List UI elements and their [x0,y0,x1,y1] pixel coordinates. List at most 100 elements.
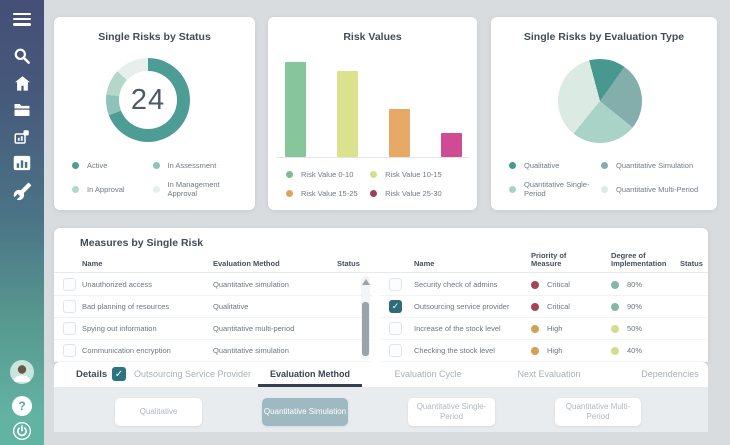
table-row[interactable]: Communication encryption Quantitative sim… [54,340,372,362]
button-quantitative-simulation[interactable]: Quantitative Simulation [262,398,348,426]
legend-item-risk-value-10-15: Risk Value 10-15 [370,170,469,179]
table-row[interactable]: Bad planning of resources Qualitative [54,296,372,318]
legend-label: Quantitative Single-Period [524,180,590,198]
measures-title: Measures by Single Risk [80,237,204,249]
row-checkbox[interactable] [63,344,76,357]
row-checkbox[interactable] [389,322,402,335]
legend-dot [509,185,516,193]
priority-cell: High [524,346,604,355]
details-checkbox[interactable]: ✓ [112,367,126,381]
measure-name: Security check of admins [414,280,498,289]
measures-panel: Measures by Single Risk Name Evaluation M… [54,228,708,362]
risk-values-bar-chart [276,57,469,158]
legend-dot [152,185,160,193]
status-dot [611,346,619,355]
tab-evaluation-method[interactable]: Evaluation Method [257,362,363,387]
risk-values-legend: Risk Value 0-10 Risk Value 10-15 Risk Valu… [286,170,469,198]
total-risks-count: 24 [130,83,166,116]
legend-dot [286,171,293,178]
status-cell [680,276,708,294]
scroll-up-icon[interactable] [361,279,370,285]
legend-label: Risk Value 25-30 [385,189,442,198]
card-single-risks-by-status: Single Risks by Status 24 Active In Asses… [54,17,255,210]
home-icon[interactable] [0,74,44,93]
table-row[interactable]: Unauthorized access Quantitative simulati… [54,274,372,296]
avatar[interactable] [0,360,44,384]
measure-name: Increase of the stock level [414,324,501,333]
legend-item-in-assessment: In Assessment [152,161,248,170]
checkbox-cell [54,278,82,291]
evaluation-type-pie-chart [558,59,642,143]
tab-next-evaluation[interactable]: Next Evaluation [517,369,581,379]
degree-label: 50% [627,324,643,333]
row-checkbox[interactable] [63,322,76,335]
help-icon[interactable]: ? [0,396,44,416]
tab-dependencies[interactable]: Dependencies [641,369,699,379]
card-title-status: Single Risks by Status [98,31,211,43]
legend-dot [601,162,608,169]
bar-chart-icon[interactable] [0,155,44,171]
checkbox-cell [380,344,414,357]
legend-label: Risk Value 0-10 [301,170,354,179]
row-checkbox[interactable] [389,344,402,357]
checkbox-cell [380,322,414,335]
legend-item-active: Active [72,161,153,170]
column-header: Name [414,259,435,269]
button-quantitative-single-period[interactable]: Quantitative Single-Period [408,398,495,426]
details-header: Details ✓ Outsourcing Service Provider E… [54,362,708,387]
legend-item-in-approval: In Approval [72,180,153,198]
priority-cell: High [524,324,604,333]
priority-label: High [547,324,563,333]
button-qualitative[interactable]: Qualitative [115,398,202,426]
table-row[interactable]: Security check of admins Critical 80% [380,274,708,296]
legend-dot [370,171,378,178]
row-checkbox[interactable]: ✓ [389,300,402,313]
row-checkbox[interactable] [389,278,402,291]
status-donut-chart: 24 [106,58,190,142]
legend-item-risk-value-0-10: Risk Value 0-10 [286,170,370,179]
measure-name: Bad planning of resources [82,302,170,311]
table-row[interactable]: ✓ Outsourcing service provider Critical 90% [380,296,708,318]
search-icon[interactable] [0,46,44,66]
priority-label: High [547,346,563,355]
degree-label: 40% [627,346,643,355]
card-title-evaluation-type: Single Risks by Evaluation Type [523,31,685,43]
row-checkbox[interactable] [63,300,76,313]
measure-name: Checking the stock level [414,346,495,355]
donut-hole: 24 [119,71,177,129]
left-table-header-row: Name Evaluation Method Status [54,250,372,272]
wrench-icon[interactable] [0,182,44,201]
legend-dot [72,162,79,169]
table-scrollbar[interactable] [361,276,370,360]
widgets-icon[interactable] [0,128,44,146]
priority-label: Critical [547,280,570,289]
legend-label: Quantitative Multi-Period [616,184,699,194]
legend-label: Risk Value 10-15 [385,170,442,179]
status-cell [680,298,708,316]
power-icon[interactable] [0,421,44,441]
folder-icon[interactable] [0,102,44,118]
status-legend: Active In Assessment In Approval In Managem… [72,161,247,198]
legend-item-quantitative-single-period: Quantitative Single-Period [509,180,601,198]
bar-risk-value-0-10 [285,62,306,157]
checkbox-cell [380,278,414,291]
status-cell [680,320,708,338]
details-section: Details ✓ Outsourcing Service Provider E… [54,362,708,432]
priority-cell: Critical [524,280,604,289]
row-checkbox[interactable] [63,278,76,291]
bar-risk-value-25-30 [441,133,462,157]
tab-evaluation-cycle[interactable]: Evaluation Cycle [394,369,462,379]
right-table-header-row: Name Priority of Measure Degree of Impleme… [380,250,708,272]
button-quantitative-multi-period[interactable]: Quantitative Multi-Period [555,398,641,426]
menu-icon[interactable] [0,10,44,28]
status-dot [531,324,539,333]
legend-label: In Assessment [167,161,217,170]
legend-label: In Management Approval [167,180,220,198]
table-row[interactable]: Spying out information Quantitative multi… [54,318,372,340]
table-row[interactable]: Increase of the stock level High 50% [380,318,708,340]
column-header: Priority of Measure [531,250,567,269]
table-row[interactable]: Checking the stock level High 40% [380,340,708,362]
degree-cell: 90% [604,302,680,311]
scrollbar-thumb[interactable] [362,302,369,356]
